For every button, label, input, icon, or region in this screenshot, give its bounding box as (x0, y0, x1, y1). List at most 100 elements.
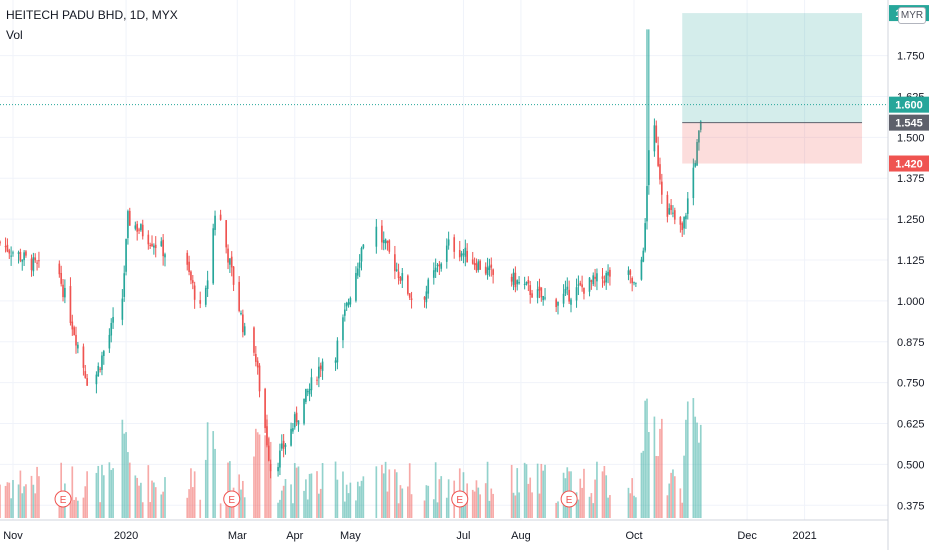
volume-bar (518, 492, 520, 518)
candle-body (321, 361, 324, 371)
candle-body (23, 252, 25, 261)
candle-body (510, 276, 513, 282)
volume-bar (295, 467, 298, 518)
candle-body (293, 414, 296, 428)
candle-body (71, 321, 74, 330)
candle-body (19, 251, 22, 261)
candle-body (264, 388, 266, 429)
volume-bar (69, 502, 72, 518)
candle-body (388, 240, 391, 252)
volume-bar (356, 481, 359, 518)
volume-bar (375, 466, 378, 518)
volume-bar (668, 483, 671, 518)
volume-bar (269, 441, 272, 518)
candle-body (601, 276, 604, 279)
candle-body (592, 275, 595, 285)
volume-bar (516, 468, 519, 518)
candle-body (58, 263, 61, 275)
volume-bar (321, 463, 324, 518)
volume-bar (410, 494, 413, 518)
volume-bar (230, 502, 233, 518)
candle-body (588, 277, 591, 292)
candle-body (477, 261, 480, 271)
candle-body (280, 443, 283, 449)
volume-bar (692, 398, 695, 518)
candle-body (282, 440, 285, 449)
candle-body (240, 312, 242, 315)
volume-bar (349, 482, 352, 518)
candle-body (290, 428, 292, 446)
candle-body (683, 216, 685, 229)
candle-body (358, 262, 361, 268)
volume-bar (397, 503, 400, 518)
candle-body (153, 245, 155, 248)
volume-bar (683, 455, 685, 518)
candle-body (566, 286, 569, 290)
price-label-entry-bg (889, 114, 929, 131)
volume-bar (514, 495, 517, 518)
candle-body (427, 279, 430, 294)
candle-body (6, 244, 9, 252)
volume-bar (151, 480, 153, 518)
candle-body (486, 267, 489, 276)
volume-bar (609, 495, 611, 518)
volume-bar (698, 442, 700, 518)
volume-bar (512, 492, 515, 518)
volume-bar (336, 479, 339, 518)
volume-bar (140, 482, 142, 518)
volume-bar (445, 497, 448, 518)
y-tick-label: 0.625 (897, 419, 925, 431)
volume-bar (282, 485, 285, 518)
price-label-entry: 1.545 (895, 118, 923, 130)
candle-body (436, 264, 439, 266)
candle-body (318, 366, 320, 379)
volume-bar (633, 495, 635, 518)
candle-body (523, 284, 526, 286)
volume-bar (256, 432, 259, 518)
candle-body (356, 268, 359, 276)
candle-body (590, 280, 593, 282)
candle-body (112, 316, 114, 323)
volume-bar (243, 497, 246, 518)
volume-bar (694, 416, 697, 518)
volume-bar (510, 464, 513, 518)
volume-bar (277, 502, 279, 518)
volume-bar (162, 491, 164, 518)
candle-body (86, 378, 88, 386)
volume-bar (297, 466, 300, 518)
candle-body (538, 286, 541, 291)
candle-body (303, 398, 305, 424)
candle-body (206, 280, 209, 289)
volume-bar (575, 492, 578, 518)
earnings-marker-icon (223, 490, 241, 508)
candle-body (95, 374, 98, 385)
x-tick-label: Nov (3, 530, 23, 542)
candle-body (10, 255, 12, 257)
candle-body (308, 388, 311, 395)
volume-bar (640, 452, 643, 518)
candle-body (140, 224, 142, 231)
candle-body (164, 254, 166, 258)
candle-body (386, 240, 389, 243)
candle-body (694, 162, 697, 167)
volume-bar (660, 418, 663, 518)
candle-body (635, 282, 637, 284)
volume-bar (99, 502, 101, 518)
volume-bar (242, 480, 244, 518)
volume-bar (557, 501, 559, 518)
candle-body (138, 229, 140, 231)
candle-body (295, 412, 298, 423)
volume-bar (225, 499, 228, 518)
candle-body (395, 269, 398, 271)
volume-bar (319, 488, 322, 518)
candle-body (466, 250, 469, 263)
candle-body (653, 125, 656, 152)
currency-button[interactable]: MYR (898, 7, 926, 24)
candle-body (336, 340, 339, 363)
candle-body (97, 365, 100, 377)
volume-bar (685, 419, 687, 518)
candle-body (36, 262, 38, 264)
candle-body (542, 295, 545, 301)
